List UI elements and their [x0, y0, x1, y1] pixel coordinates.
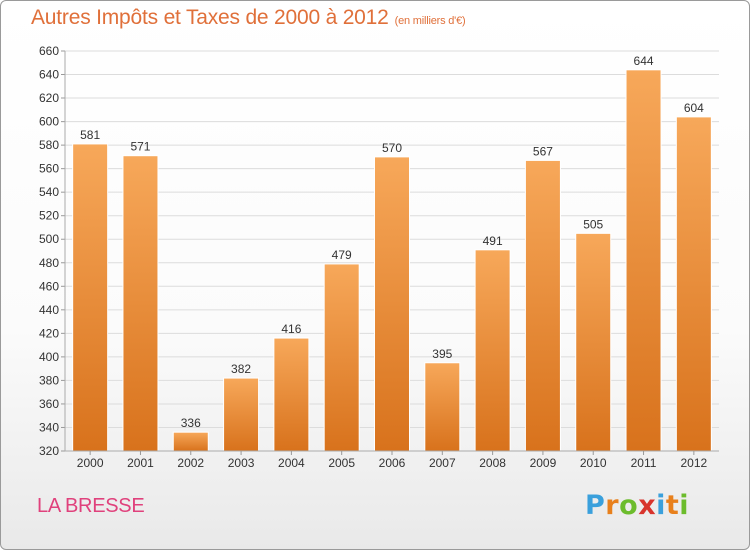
- logo-letter: i: [679, 490, 690, 521]
- x-tick-label: 2005: [328, 456, 355, 470]
- x-tick-label: 2004: [278, 456, 305, 470]
- y-tick-label: 440: [39, 303, 59, 317]
- bar-2011: [625, 69, 662, 452]
- y-tick-label: 600: [39, 115, 59, 129]
- bar-2002: [172, 431, 209, 452]
- bar-value-label: 571: [130, 140, 150, 154]
- x-tick-label: 2006: [379, 456, 406, 470]
- bar-value-label: 336: [181, 416, 201, 430]
- city-name: LA BRESSE: [37, 495, 145, 517]
- logo-letter: P: [585, 490, 606, 521]
- y-tick-label: 620: [39, 91, 59, 105]
- y-tick-label: 380: [39, 373, 59, 387]
- y-tick-label: 480: [39, 256, 59, 270]
- y-tick-label: 560: [39, 162, 59, 176]
- logo-letter: x: [638, 490, 657, 521]
- x-tick-label: 2001: [127, 456, 154, 470]
- y-tick-label: 640: [39, 68, 59, 82]
- y-tick-label: 320: [39, 444, 59, 458]
- bar-2006: [374, 156, 410, 452]
- labels: 320 340 360 380 400 420 440 460 480 500 520 540 560 5…: [39, 44, 708, 470]
- y-tick-label: 460: [39, 279, 59, 293]
- logo-letter: r: [605, 490, 620, 521]
- x-tick-label: 2007: [429, 456, 456, 470]
- y-tick-label: 360: [39, 397, 59, 411]
- x-tick-label: 2009: [530, 456, 557, 470]
- y-tick-label: 400: [39, 350, 59, 364]
- bar-value-label: 567: [533, 144, 553, 158]
- bar-value-label: 479: [332, 248, 352, 262]
- bar-2001: [122, 155, 159, 452]
- bar-2007: [424, 362, 461, 452]
- y-tick-label: 500: [39, 232, 59, 246]
- logo-letter: o: [619, 490, 639, 521]
- bar-value-label: 644: [634, 54, 654, 68]
- x-tick-label: 2011: [631, 456, 657, 470]
- proxiti-logo: Proxiti: [585, 490, 689, 521]
- bar-value-label: 570: [382, 141, 402, 155]
- bars: [72, 69, 712, 452]
- bar-value-label: 382: [231, 362, 251, 376]
- logo-letter: i: [656, 490, 666, 521]
- x-tick-label: 2002: [177, 456, 204, 470]
- x-tick-label: 2010: [580, 456, 607, 470]
- bar-value-label: 581: [80, 128, 100, 142]
- bar-value-label: 491: [483, 234, 503, 248]
- bar-value-label: 395: [432, 347, 452, 361]
- chart-subtitle: (en milliers d'€): [394, 15, 466, 27]
- y-tick-label: 660: [39, 44, 59, 58]
- bar-value-label: 604: [684, 101, 704, 115]
- x-tick-label: 2012: [680, 456, 707, 470]
- chart-title-text: Autres Impôts et Taxes de 2000 à 2012: [31, 6, 389, 29]
- y-tick-label: 580: [39, 138, 59, 152]
- bar-2000: [72, 143, 109, 452]
- bar-value-label: 505: [583, 217, 603, 231]
- x-tick-label: 2008: [479, 456, 506, 470]
- y-tick-label: 520: [39, 209, 59, 223]
- y-tick-label: 420: [39, 326, 59, 340]
- x-tick-label: 2003: [228, 456, 255, 470]
- y-tick-label: 540: [39, 185, 59, 199]
- x-tick-label: 2000: [77, 456, 104, 470]
- bar-2004: [273, 337, 310, 452]
- bar-2008: [474, 249, 511, 452]
- bar-2010: [575, 232, 612, 452]
- bar-2003: [223, 377, 260, 452]
- axes: [61, 50, 719, 455]
- logo-letter: t: [665, 490, 680, 521]
- y-tick-label: 340: [39, 420, 59, 434]
- bar-2012: [675, 116, 712, 452]
- bar-value-label: 416: [281, 322, 301, 336]
- bar-2009: [524, 159, 561, 452]
- bar-2005: [323, 263, 360, 452]
- chart-title: Autres Impôts et Taxes de 2000 à 2012 (en…: [31, 6, 466, 30]
